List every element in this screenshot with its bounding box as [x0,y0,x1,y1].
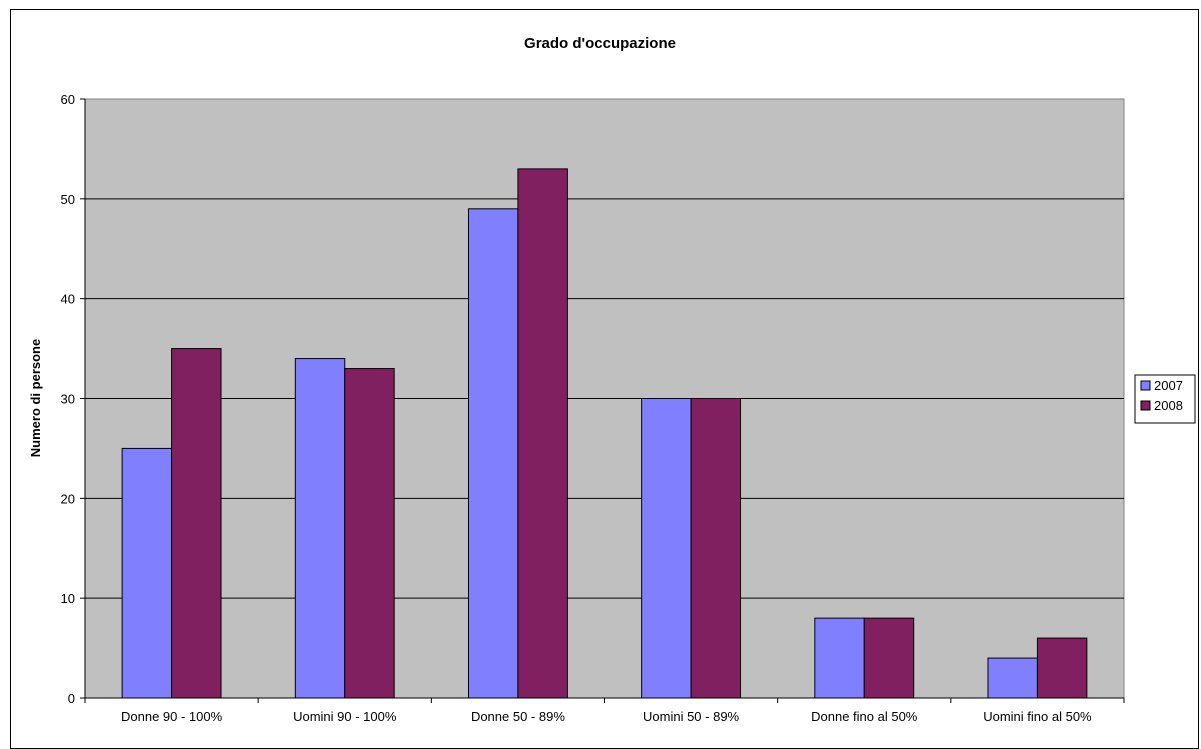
x-tick-label: Uomini 90 - 100% [293,709,397,724]
y-axis-label: Numero di persone [28,339,43,457]
y-tick-label: 10 [61,591,75,606]
bar-2008-4 [690,398,742,699]
legend-label-2008: 2008 [1154,398,1183,413]
y-tick-label: 40 [61,292,75,307]
bar-2007-1 [121,447,173,699]
y-tick-label: 20 [61,491,75,506]
x-tick-label: Uomini 50 - 89% [643,709,740,724]
y-tick-label: 50 [61,192,75,207]
bars [121,168,1088,699]
x-tick-label: Donne 50 - 89% [471,709,565,724]
bar-2007-5 [814,617,865,699]
axes [80,98,1125,703]
gridlines [85,198,1124,599]
chart-title: Grado d'occupazione [524,35,676,52]
legend-label-2007: 2007 [1154,378,1183,393]
bar-2007-4 [641,398,692,699]
bar-2007-2 [294,358,346,699]
bar-2007-6 [987,657,1038,699]
legend-swatch-2008 [1140,400,1151,411]
y-tick-label: 0 [68,691,75,706]
y-tick-label: 30 [61,392,75,407]
legend-swatch-2007 [1140,380,1151,391]
bar-2008-5 [863,617,915,699]
y-tick-labels: 0 10 20 30 40 50 60 [61,92,75,706]
bar-2008-3 [517,168,568,699]
x-tick-label: Uomini fino al 50% [983,709,1092,724]
x-tick-labels: Donne 90 - 100% Uomini 90 - 100% Donne 50 … [121,709,1092,724]
bar-2007-3 [467,208,519,699]
bar-2008-6 [1036,637,1088,699]
x-tick-label: Donne fino al 50% [811,709,918,724]
bar-2008-1 [171,348,222,699]
x-tick-label: Donne 90 - 100% [121,709,223,724]
y-tick-label: 60 [61,92,75,107]
bar-2008-2 [344,368,395,699]
legend: 2007 2008 [1134,374,1196,424]
